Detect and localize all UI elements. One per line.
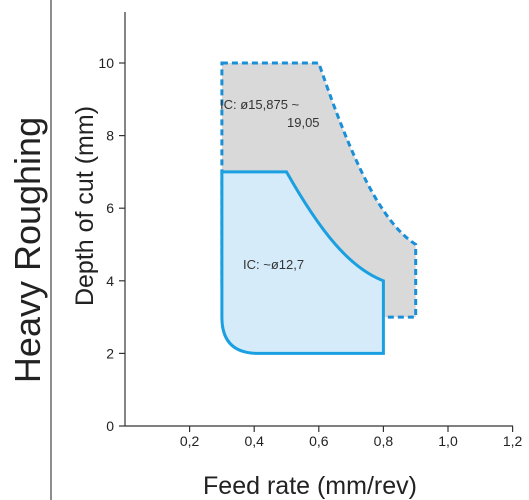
y-tick-label: 6: [106, 200, 114, 216]
y-tick-label: 2: [106, 345, 114, 361]
region-label-large-line-2: 19,05: [287, 115, 320, 130]
y-tick-label: 4: [106, 273, 114, 289]
y-axis-title: Depth of cut (mm): [71, 106, 99, 306]
x-tick-label: 1,2: [503, 433, 523, 449]
side-title: Heavy Roughing: [7, 117, 48, 383]
region-area-1: [220, 170, 385, 355]
ticks-layer: 0,2 0,4 0,6 0,8 1,0 1,2 0 2 4 6 8 10: [98, 55, 522, 449]
x-tick-label: 0,2: [180, 433, 200, 449]
x-axis-title: Feed rate (mm/rev): [203, 472, 417, 500]
x-tick-label: 0,4: [244, 433, 264, 449]
x-tick-label: 1,0: [438, 433, 458, 449]
x-tick-label: 0,6: [309, 433, 329, 449]
regions-layer: [220, 61, 418, 355]
y-tick-label: 10: [98, 55, 114, 71]
region-label-small: IC: ~ø12,7: [243, 257, 304, 272]
region-labels-layer: IC: ø15,875 ~ 19,05 IC: ~ø12,7: [220, 97, 320, 272]
region-label-large-line-1: IC: ø15,875 ~: [220, 97, 300, 112]
y-tick-label: 0: [106, 418, 114, 434]
y-tick-label: 8: [106, 128, 114, 144]
x-tick-label: 0,8: [374, 433, 394, 449]
